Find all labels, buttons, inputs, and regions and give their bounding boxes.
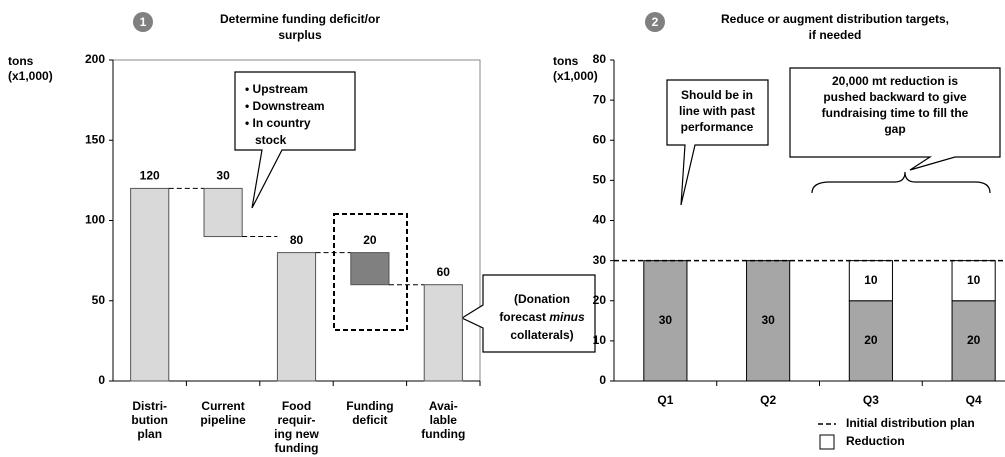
- bar-segment: [848, 260, 893, 302]
- x-tick-label: Funding deficit: [346, 399, 393, 427]
- y-tick-label: 60: [593, 132, 607, 146]
- bar: [350, 252, 390, 286]
- value-label: 120: [140, 169, 160, 183]
- y-axis-label: tons: [8, 54, 34, 68]
- y-axis-label: tons: [553, 54, 579, 68]
- callout-text: pushed backward to give: [823, 90, 967, 104]
- value-label: 60: [437, 265, 451, 279]
- callout-text: (Donation: [514, 292, 570, 306]
- bar: [130, 187, 170, 382]
- callout: [460, 274, 596, 353]
- value-label: 20: [363, 233, 377, 247]
- bar: [276, 252, 317, 382]
- badge: [133, 12, 153, 32]
- legend-label: Initial distribution plan: [846, 416, 975, 430]
- legend-label: Reduction: [846, 434, 905, 448]
- x-tick-label: Q1: [657, 393, 673, 407]
- y-tick-label: 40: [593, 213, 607, 227]
- badge-label: 1: [140, 15, 147, 29]
- value-label: 30: [659, 313, 673, 327]
- y-tick-label: 200: [85, 52, 105, 66]
- x-tick-label: Avai-lable funding: [421, 399, 465, 441]
- value-label: 20: [967, 333, 981, 347]
- y-tick-label: 0: [599, 373, 606, 387]
- callout-text: gap: [884, 122, 905, 136]
- callout-text: performance: [681, 120, 754, 134]
- callout-text: forecast: [499, 310, 546, 324]
- y-tick-label: 100: [85, 213, 105, 227]
- callout-text: collaterals): [510, 328, 573, 342]
- callout: [789, 67, 1001, 171]
- callout-text: fundraising time to fill the: [822, 106, 969, 120]
- chart-title: if needed: [809, 28, 862, 42]
- callout-text: • Upstream: [245, 82, 308, 96]
- y-tick-label: 30: [593, 253, 607, 267]
- y-tick-label: 50: [593, 173, 607, 187]
- callout: [666, 79, 769, 206]
- callout-text: 20,000 mt reduction is: [832, 74, 958, 88]
- highlight-box: [333, 213, 408, 331]
- y-tick-label: 10: [593, 333, 607, 347]
- y-tick-label: 50: [92, 293, 106, 307]
- x-tick-label: Current pipeline: [200, 399, 246, 427]
- callout-text: • Downstream: [245, 99, 325, 113]
- callout-text: forecast minus: [499, 310, 585, 324]
- x-tick-label: Q3: [863, 393, 879, 407]
- value-label: 30: [216, 169, 230, 183]
- bar: [203, 187, 243, 238]
- y-tick-label: 70: [593, 92, 607, 106]
- bar-segment: [746, 260, 791, 382]
- y-tick-label: 80: [593, 52, 607, 66]
- y-tick-label: 20: [593, 293, 607, 307]
- callout-text: • In country: [245, 116, 311, 130]
- bar-segment: [643, 260, 688, 382]
- chart-title: Determine funding deficit/or: [220, 12, 380, 26]
- bar: [423, 284, 463, 382]
- x-tick-label: Q2: [760, 393, 776, 407]
- value-label: 20: [864, 333, 878, 347]
- value-label: 30: [761, 313, 775, 327]
- x-tick-label: Food requir-ing new funding: [274, 399, 319, 455]
- bar-segment: [848, 300, 893, 382]
- badge-label: 2: [652, 15, 659, 29]
- chart-title: surplus: [278, 28, 322, 42]
- y-tick-label: 150: [85, 132, 105, 146]
- callout: [234, 71, 356, 209]
- legend-swatch: [819, 434, 835, 450]
- y-axis-label: (x1,000): [8, 69, 53, 83]
- y-axis-label: (x1,000): [553, 69, 598, 83]
- y-tick-label: 0: [98, 373, 105, 387]
- brace: [811, 171, 991, 194]
- callout-text: Should be in: [681, 88, 753, 102]
- badge: [645, 12, 665, 32]
- x-tick-label: Q4: [966, 393, 982, 407]
- callout-text: stock: [255, 133, 287, 147]
- bar-segment: [951, 260, 996, 302]
- x-tick-label: Distri-bution plan: [131, 399, 168, 441]
- value-label: 10: [967, 273, 981, 287]
- callout-text: line with past: [679, 104, 755, 118]
- value-label: 80: [290, 233, 304, 247]
- callout-text: minus: [549, 310, 585, 324]
- chart-title: Reduce or augment distribution targets,: [721, 12, 949, 26]
- value-label: 10: [864, 273, 878, 287]
